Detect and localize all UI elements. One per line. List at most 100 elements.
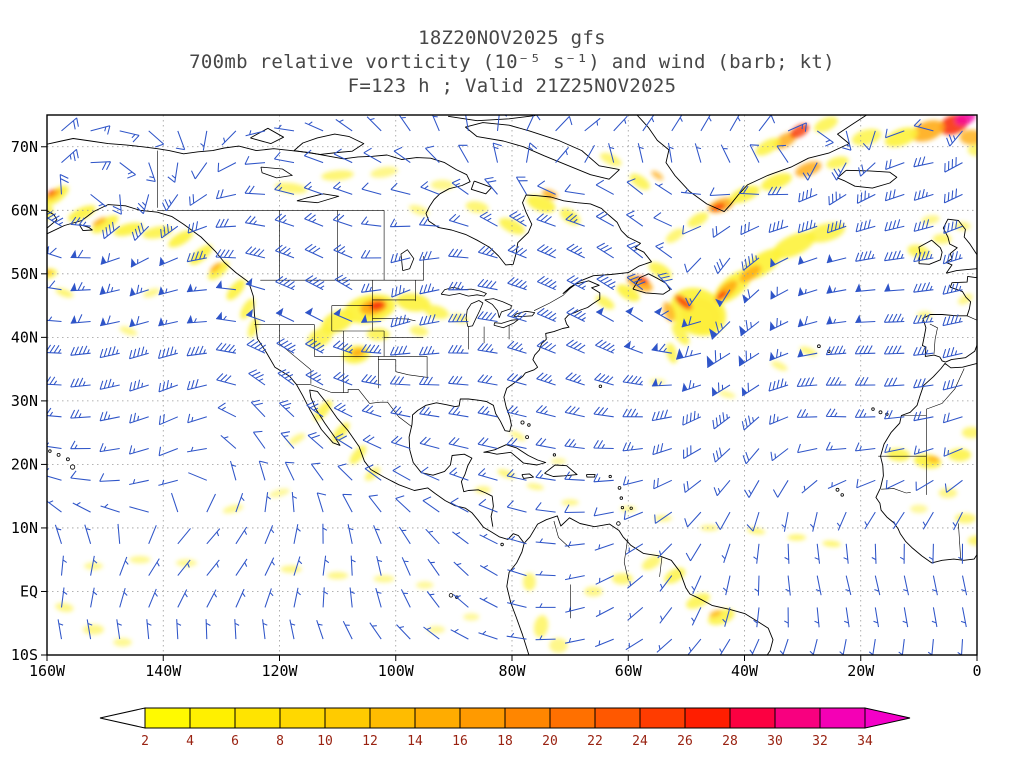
wind-barb (595, 575, 614, 585)
wind-barb (99, 378, 120, 390)
wind-barb (479, 211, 498, 227)
wind-barb (215, 218, 236, 228)
wind-barb (392, 465, 411, 481)
wind-barb (458, 144, 469, 163)
wind-barb (685, 543, 702, 562)
wind-barb (322, 587, 329, 608)
wind-barb (593, 440, 614, 450)
wind-barb (565, 213, 585, 227)
wind-barb (722, 575, 731, 596)
wind-barb (623, 510, 643, 521)
wind-barb (360, 216, 382, 227)
wind-barb (100, 503, 120, 513)
vorticity-blob (269, 488, 290, 498)
wind-barb (506, 500, 527, 513)
wind-barb (694, 143, 702, 163)
wind-barb (220, 435, 237, 449)
wind-barb (826, 257, 847, 264)
wind-barb (713, 257, 731, 275)
wind-barb (796, 409, 818, 418)
wind-barb (401, 557, 411, 576)
wind-barb (584, 117, 601, 132)
vorticity-blob (927, 456, 940, 463)
wind-barb (47, 316, 62, 323)
colorbar-segment (639, 707, 686, 729)
wind-barb (158, 380, 178, 393)
wind-barb (116, 619, 122, 640)
wind-barb (537, 180, 556, 195)
wind-barb (784, 543, 790, 564)
island-dot (878, 410, 883, 415)
wind-barb (395, 495, 411, 513)
lon-label: 20W (847, 662, 875, 680)
wind-barb (47, 468, 62, 481)
wind-barb (119, 130, 140, 143)
wind-barb (960, 607, 967, 628)
wind-barb (84, 524, 92, 544)
wind-barb (54, 524, 62, 544)
wind-barb (244, 215, 266, 227)
wind-barb (657, 272, 673, 291)
colorbar-segment (594, 707, 641, 729)
wind-barb (72, 501, 91, 513)
wind-barb (855, 250, 876, 262)
wind-barb (584, 145, 595, 163)
wind-barb (652, 443, 672, 456)
wind-barb (447, 344, 469, 354)
lat-label: EQ (20, 582, 38, 600)
wind-barb (566, 275, 586, 291)
wind-barb (595, 211, 614, 227)
wind-barb (637, 143, 644, 163)
wind-barb (958, 543, 964, 564)
wind-barb (798, 188, 818, 203)
vorticity-blob (955, 115, 976, 126)
wind-barb (506, 437, 527, 450)
vorticity-blob (373, 575, 395, 583)
wind-barb (99, 473, 120, 482)
wind-barb (711, 321, 731, 340)
wind-barb (477, 342, 498, 354)
wind-barb (215, 249, 236, 259)
vorticity-blob (550, 458, 567, 465)
wind-barb (47, 438, 62, 450)
wind-barb (507, 309, 527, 323)
wind-barb (216, 373, 237, 386)
wind-barb (898, 639, 905, 655)
wind-barb (484, 176, 498, 195)
wind-barb (148, 588, 158, 608)
wind-barb (191, 162, 208, 180)
wind-barb (175, 130, 186, 151)
vorticity-blob (711, 203, 725, 211)
wind-barb (248, 369, 266, 386)
wind-barb (961, 575, 968, 596)
wind-barb (657, 543, 673, 559)
wind-barb (90, 555, 98, 576)
vorticity-blob (826, 156, 849, 169)
wind-barb (913, 282, 934, 293)
wind-barb (842, 130, 852, 151)
vorticity-blob (958, 293, 973, 305)
wind-barb (235, 526, 248, 545)
wind-barb (332, 213, 353, 227)
wind-barb (885, 479, 905, 490)
wind-barb (855, 320, 876, 324)
wind-barb (465, 115, 469, 131)
vorticity-blob (790, 123, 810, 139)
island-dot (608, 474, 612, 479)
wind-barb (360, 283, 382, 293)
wind-barb (99, 443, 120, 453)
wind-barb (322, 555, 330, 576)
wind-barb (854, 442, 876, 452)
vorticity-blob (55, 602, 74, 613)
wind-barb (117, 523, 121, 544)
wind-barb (684, 257, 702, 273)
wind-barb (507, 535, 527, 545)
vorticity-blob (813, 116, 838, 133)
wind-barb (162, 194, 179, 212)
wind-barb (448, 248, 469, 259)
wind-barb (86, 619, 93, 640)
wind-barb (390, 405, 411, 418)
wind-barb (854, 377, 876, 386)
wind-barb (47, 500, 62, 513)
